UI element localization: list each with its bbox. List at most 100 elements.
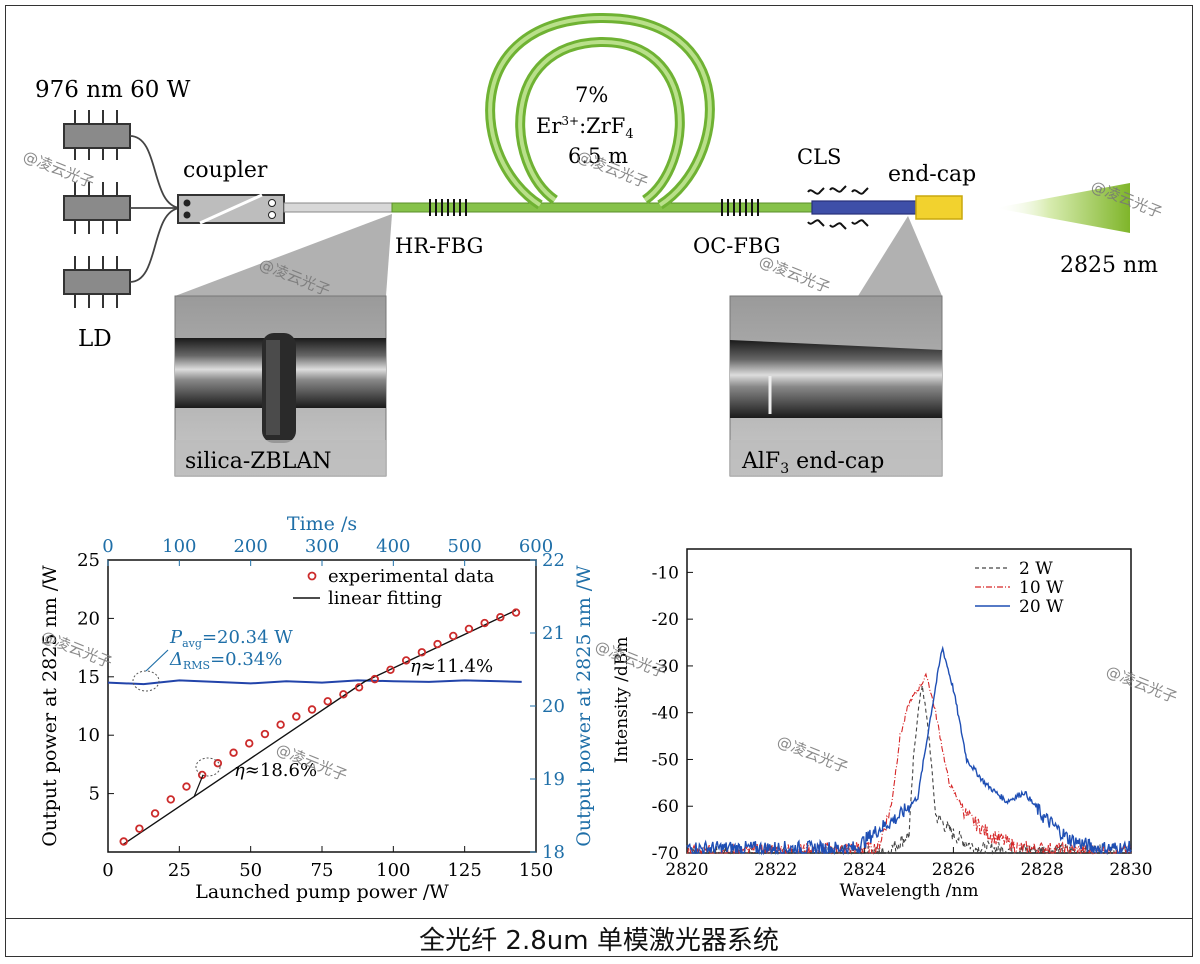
- power-chart-xtick-label: 125: [447, 860, 481, 881]
- watermark-5: @凌云光子: [757, 252, 833, 297]
- cls-label: CLS: [797, 145, 841, 169]
- stability-callout-circle: [132, 670, 160, 692]
- experimental-point: [166, 795, 175, 804]
- power-chart-top-xtick-label: 0: [102, 536, 113, 557]
- figure-frame: [5, 5, 1193, 957]
- experimental-point: [401, 656, 411, 665]
- fit-callout-arrow: [193, 774, 204, 798]
- spectrum-chart-ytick-label: -30: [652, 657, 679, 677]
- gain-fiber-doping: 7%: [575, 83, 608, 107]
- fit-callout-circle: [195, 757, 221, 777]
- drms-annotation: ΔRMS=0.34%: [169, 649, 282, 672]
- spectrum-chart-xtick-label: 2828: [1021, 860, 1064, 880]
- power-chart-right-ytick-label: 21: [542, 623, 565, 644]
- schematic: 976 nm 60 W LD coupler: [35, 12, 1158, 477]
- experimental-point: [511, 608, 521, 617]
- splice-inset-label: silica-ZBLAN: [185, 449, 331, 474]
- passive-fiber: [283, 202, 393, 213]
- watermark-10: @凌云光子: [775, 732, 851, 777]
- power-chart-ytick-label: 5: [89, 784, 100, 805]
- experimental-point: [292, 712, 301, 721]
- spectrum-2w-line: [686, 685, 1131, 856]
- gain-fiber-length: 6.5 m: [568, 144, 628, 168]
- experimental-point: [260, 729, 270, 739]
- power-chart-ytick-label: 20: [77, 608, 100, 629]
- figure-caption: 全光纤 2.8um 单模激光器系统: [5, 918, 1193, 957]
- output-beam: [995, 183, 1130, 233]
- power-chart-right-ytick-label: 20: [542, 696, 565, 717]
- spectrum-chart-ytick-label: -70: [652, 844, 679, 864]
- experimental-point: [339, 690, 348, 699]
- laser-diode-3: [63, 256, 131, 308]
- power-chart-top-xtick-label: 400: [376, 536, 410, 557]
- watermark-1: @凌云光子: [21, 147, 97, 192]
- experimental-point: [229, 748, 238, 757]
- experimental-point: [433, 639, 442, 649]
- pump-pigtails: [129, 135, 181, 283]
- experimental-point: [245, 739, 254, 748]
- spectrum-chart-ytick-label: -50: [652, 750, 679, 770]
- legend-10w-label: 10 W: [1019, 578, 1064, 598]
- spectrum-chart-ytick-label: -20: [652, 610, 679, 630]
- end-cap: [915, 195, 963, 220]
- power-chart-xtick-label: 50: [239, 860, 262, 881]
- experimental-point: [182, 782, 191, 791]
- spectrum-chart-ylabel: Intensity /dBm: [612, 637, 632, 764]
- power-chart-xtick-label: 25: [168, 860, 191, 881]
- experimental-point: [480, 618, 489, 628]
- power-chart-ytick-label: 15: [77, 667, 100, 688]
- power-chart-xtick-label: 150: [519, 860, 553, 881]
- power-chart-right-ytick-label: 22: [542, 550, 565, 571]
- laser-diode-1: [63, 110, 131, 160]
- power-chart-top-xtick-label: 300: [305, 536, 339, 557]
- power-chart-right-ytick-label: 18: [542, 842, 565, 863]
- spectrum-chart-ytick-label: -60: [652, 797, 679, 817]
- spectrum-chart-xtick-label: 2824: [843, 860, 886, 880]
- spectrum-chart-plot-area: [686, 548, 1132, 854]
- spectrum-chart: 2820 2822 2824 2826 2828 2830 -10 -20 -30 -40 -50 -…: [612, 548, 1153, 901]
- laser-diode-2: [63, 182, 131, 234]
- stripped-light-arrows: [807, 185, 869, 230]
- spectrum-10w-line: [687, 672, 1132, 855]
- experimental-point: [496, 613, 505, 622]
- power-chart-top-xtick-label: 200: [233, 536, 267, 557]
- oc-fbg-label: OC-FBG: [693, 234, 781, 258]
- stability-trace: [107, 679, 522, 686]
- power-chart-top-xtick-label: 500: [447, 536, 481, 557]
- power-chart-top-xtick-label: 100: [162, 536, 196, 557]
- spectrum-20w-line: [686, 645, 1132, 856]
- hr-fbg: [429, 199, 467, 216]
- spectrum-chart-xtick-label: 2830: [1109, 860, 1152, 880]
- spectrum-chart-xlabel: Wavelength /nm: [839, 881, 978, 901]
- experimental-point: [213, 759, 223, 768]
- power-chart-top-xtick-label: 600: [519, 536, 553, 557]
- endcap-inset: AlF3 end-cap: [729, 216, 943, 477]
- cladding-light-stripper: [811, 200, 917, 215]
- eta-low-annotation: η≈18.6%: [234, 760, 317, 781]
- end-cap-label: end-cap: [888, 162, 976, 187]
- power-chart-xlabel: Launched pump power /W: [195, 881, 449, 903]
- output-wavelength-label: 2825 nm: [1060, 253, 1158, 278]
- experimental-point: [464, 624, 474, 634]
- power-chart-ytick-label: 10: [77, 725, 100, 746]
- legend-experimental-marker: [307, 571, 317, 581]
- eta-high-annotation: η≈11.4%: [410, 656, 493, 677]
- spectrum-chart-xtick-label: 2826: [932, 860, 975, 880]
- stability-callout-arrow: [145, 649, 169, 672]
- power-chart-ylabel: Output power at 2825 nm /W: [39, 565, 61, 847]
- hr-fbg-label: HR-FBG: [395, 234, 483, 258]
- spectrum-chart-xtick-label: 2820: [665, 860, 708, 880]
- coupler-label: coupler: [183, 158, 268, 183]
- experimental-point: [276, 720, 285, 729]
- coupler: [177, 193, 285, 225]
- splice-inset: silica-ZBLAN: [174, 214, 392, 477]
- experimental-point: [135, 824, 144, 833]
- legend-experimental-label: experimental data: [328, 566, 495, 587]
- power-chart-right-ylabel: Output power at 2825 nm /W: [573, 565, 595, 847]
- endcap-inset-label: AlF3 end-cap: [741, 449, 884, 477]
- experimental-point: [150, 809, 160, 818]
- spectrum-chart-ytick-label: -10: [652, 563, 679, 583]
- gain-fiber-material: Er3+:ZrF4: [536, 114, 634, 142]
- linear-fit-line: [121, 609, 517, 846]
